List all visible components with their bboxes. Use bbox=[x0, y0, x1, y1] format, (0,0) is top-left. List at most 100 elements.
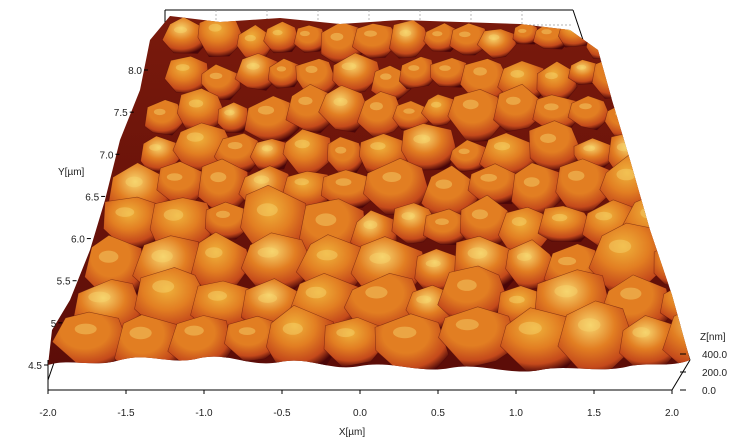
grain-highlight bbox=[335, 146, 347, 154]
x-axis-title: X[µm] bbox=[339, 427, 366, 438]
grain bbox=[557, 300, 636, 372]
grain-highlight bbox=[294, 139, 310, 149]
y-tick-label: 7.0 bbox=[100, 150, 114, 161]
grain bbox=[356, 91, 405, 139]
grain-highlight bbox=[363, 220, 378, 229]
grain-highlight bbox=[541, 29, 552, 35]
grain bbox=[558, 18, 595, 48]
grain-highlight bbox=[305, 65, 318, 73]
grain-highlight bbox=[457, 279, 477, 291]
grain-highlight bbox=[605, 65, 620, 74]
z-tick-label: 200.0 bbox=[702, 368, 727, 379]
grain-highlight bbox=[684, 318, 690, 332]
grain bbox=[653, 242, 690, 288]
z-axis-title: Z[nm] bbox=[700, 332, 726, 343]
grain bbox=[224, 315, 282, 362]
grain bbox=[389, 19, 430, 59]
grain bbox=[585, 27, 624, 60]
grain-highlight bbox=[540, 133, 557, 143]
grain bbox=[263, 21, 300, 54]
x-tick-label: -0.5 bbox=[273, 408, 291, 419]
grain bbox=[332, 52, 381, 94]
grain-highlight bbox=[258, 293, 278, 303]
grain-highlight bbox=[518, 321, 542, 335]
grain bbox=[500, 307, 583, 372]
grain bbox=[200, 63, 242, 101]
grain bbox=[318, 85, 371, 133]
grain-highlight bbox=[369, 252, 391, 264]
grain-highlight bbox=[369, 102, 383, 111]
grain-highlight bbox=[186, 132, 204, 142]
grain-highlight bbox=[544, 103, 559, 111]
grain-highlight bbox=[509, 295, 525, 304]
grain-highlight bbox=[523, 177, 540, 187]
grain bbox=[401, 123, 457, 171]
grain bbox=[512, 21, 540, 45]
grain bbox=[567, 95, 611, 131]
grain-highlight bbox=[516, 252, 532, 261]
grain bbox=[267, 58, 301, 89]
grain-highlight bbox=[568, 170, 585, 181]
grain bbox=[217, 101, 250, 134]
grain bbox=[493, 83, 546, 133]
grain bbox=[204, 201, 254, 240]
grain bbox=[351, 23, 401, 59]
x-tick-label: -1.0 bbox=[195, 408, 213, 419]
grain-highlight bbox=[282, 322, 303, 335]
grain-highlight bbox=[188, 99, 204, 108]
grain-highlight bbox=[462, 99, 479, 110]
grain-highlight bbox=[184, 325, 204, 336]
grain-highlight bbox=[616, 168, 636, 181]
grain-highlight bbox=[439, 65, 451, 71]
grain-highlight bbox=[276, 66, 287, 72]
grain-highlight bbox=[632, 327, 650, 338]
grain-highlight bbox=[399, 29, 412, 37]
y-tick-label: 5 bbox=[51, 319, 57, 330]
grain-highlight bbox=[510, 70, 525, 78]
grain-highlight bbox=[558, 256, 577, 266]
grain-highlight bbox=[471, 209, 488, 220]
grain-highlight bbox=[149, 144, 162, 151]
grain-highlight bbox=[382, 172, 402, 182]
grain bbox=[249, 138, 290, 171]
grain-highlight bbox=[125, 176, 143, 188]
grain-highlight bbox=[208, 23, 222, 32]
grain bbox=[430, 57, 471, 88]
grain-highlight bbox=[459, 31, 471, 38]
x-axis-ticks: -2.0 -1.5 -1.0 -0.5 0.0 0.5 1.0 1.5 2.0 bbox=[39, 390, 679, 419]
grain-highlight bbox=[299, 30, 310, 37]
grain-highlight bbox=[333, 97, 348, 106]
grain-highlight bbox=[480, 173, 498, 182]
y-tick-label: 6.5 bbox=[85, 192, 99, 203]
grain-highlight bbox=[401, 212, 415, 220]
grain-highlight bbox=[216, 210, 230, 218]
grain bbox=[449, 139, 488, 173]
grain-highlight bbox=[330, 32, 344, 41]
y-axis-ticks: 4.5 5 5.5 6.0 6.5 7.0 7.5 8.0 bbox=[28, 66, 148, 372]
grain-highlight bbox=[224, 109, 235, 116]
x-tick-label: 1.5 bbox=[587, 408, 601, 419]
grain-highlight bbox=[316, 249, 338, 261]
grain-highlight bbox=[305, 286, 327, 299]
grain-highlight bbox=[594, 33, 606, 40]
grain-highlight bbox=[315, 213, 337, 226]
grain-highlight bbox=[74, 323, 97, 335]
x-tick-label: 2.0 bbox=[665, 408, 679, 419]
x-tick-label: -1.5 bbox=[117, 408, 135, 419]
grain-highlight bbox=[554, 285, 578, 298]
grain-highlight bbox=[151, 249, 173, 263]
grain-highlight bbox=[616, 143, 631, 152]
grain bbox=[144, 99, 187, 136]
grain-highlight bbox=[244, 34, 256, 42]
grain-highlight bbox=[115, 207, 135, 217]
grain-highlight bbox=[256, 203, 278, 217]
grain-highlight bbox=[614, 110, 630, 117]
grain-highlight bbox=[298, 96, 313, 105]
grain-highlight bbox=[435, 179, 453, 189]
z-axis-ticks: 0.0 200.0 400.0 bbox=[680, 350, 727, 397]
grain-highlight bbox=[473, 67, 487, 76]
grain-highlight bbox=[98, 250, 119, 263]
grain-highlight bbox=[294, 178, 309, 186]
grain-highlight bbox=[458, 148, 470, 155]
